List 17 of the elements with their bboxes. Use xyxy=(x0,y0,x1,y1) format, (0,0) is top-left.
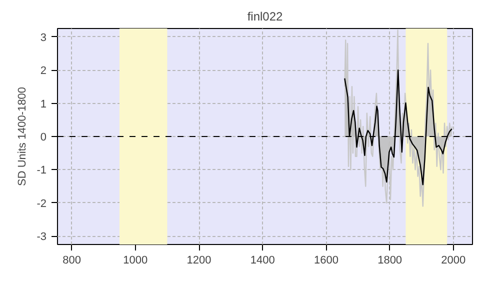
x-tick-label: 1600 xyxy=(314,254,338,266)
y-tick-label: 2 xyxy=(40,65,47,78)
x-tick-label: 1000 xyxy=(123,254,148,266)
x-tick-label: 1400 xyxy=(250,254,275,266)
x-tick-label: 2000 xyxy=(441,254,466,266)
y-axis-title: SD Units 1400-1800 xyxy=(16,86,29,186)
y-tick-label: -1 xyxy=(36,164,46,177)
y-tick-label: 3 xyxy=(40,32,47,44)
y-tick-label: -3 xyxy=(36,231,46,244)
x-tick-label: 800 xyxy=(62,254,81,266)
x-tick-label: 1200 xyxy=(186,254,212,266)
y-tick-label: 1 xyxy=(40,98,47,110)
y-tick-label: 0 xyxy=(40,132,47,144)
line-series xyxy=(344,30,453,207)
chart-title: finl022 xyxy=(247,10,284,24)
y-tick-label: -2 xyxy=(36,198,46,210)
x-tick-label: 1800 xyxy=(378,254,402,266)
